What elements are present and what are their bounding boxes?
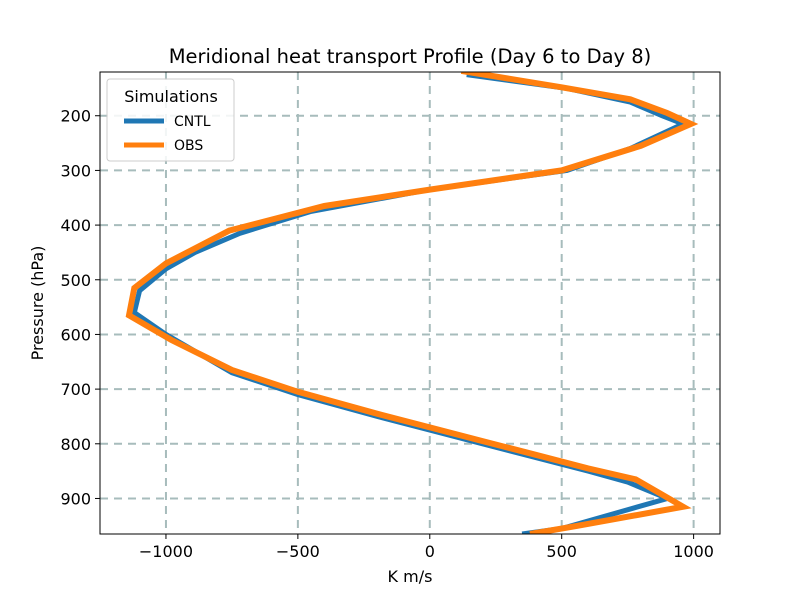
y-tick-label: 300 (60, 161, 91, 180)
x-tick-label: −1000 (139, 542, 193, 561)
series-line-obs (125, 72, 699, 534)
series-layer (125, 72, 699, 534)
y-tick-label: 600 (60, 325, 91, 344)
x-axis: −1000 −500 0 500 1000 (139, 534, 714, 561)
legend: Simulations CNTL OBS (106, 78, 235, 162)
legend-label-cntl: CNTL (174, 114, 211, 130)
legend-title: Simulations (124, 87, 218, 106)
y-axis: 200 300 400 500 600 700 800 900 (60, 107, 100, 508)
x-tick-label: 0 (425, 542, 435, 561)
y-tick-label: 500 (60, 271, 91, 290)
grid (100, 72, 720, 534)
y-tick-label: 900 (60, 489, 91, 508)
y-tick-label: 200 (60, 107, 91, 126)
x-axis-label: K m/s (388, 567, 433, 586)
x-tick-label: 1000 (673, 542, 714, 561)
chart-title: Meridional heat transport Profile (Day 6… (169, 45, 652, 68)
plot-frame (99, 71, 721, 535)
legend-box (106, 78, 235, 162)
y-tick-label: 700 (60, 380, 91, 399)
y-tick-label: 800 (60, 435, 91, 454)
x-tick-label: 500 (546, 542, 577, 561)
y-tick-label: 400 (60, 216, 91, 235)
x-tick-label: −500 (276, 542, 320, 561)
legend-label-obs: OBS (174, 138, 203, 154)
y-axis-label: Pressure (hPa) (28, 246, 47, 361)
